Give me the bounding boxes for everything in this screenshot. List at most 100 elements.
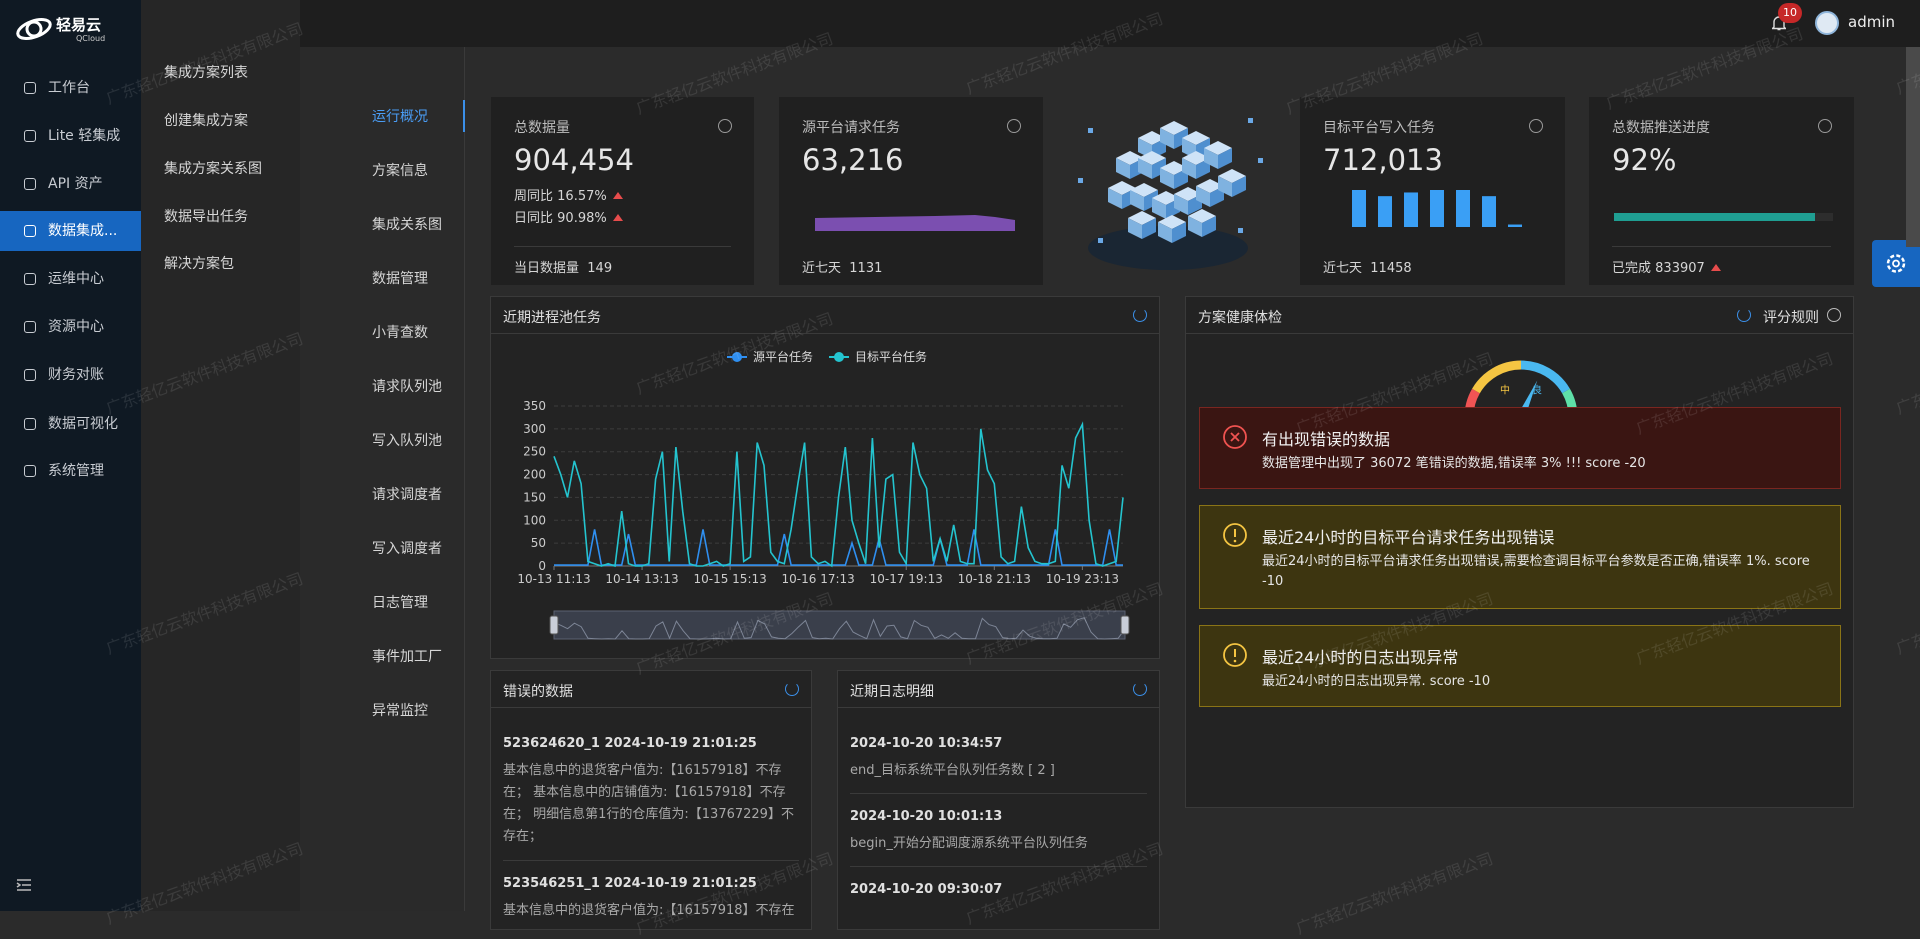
cube-right — [1218, 148, 1232, 169]
zoom-handle[interactable] — [549, 615, 559, 635]
up-arrow — [612, 192, 623, 199]
avatar[interactable] — [1815, 11, 1839, 35]
watermark: 广东轻亿云软件科技有限公司 — [1893, 568, 1920, 658]
alert-icon — [1223, 425, 1247, 449]
series-line — [553, 421, 1124, 568]
nav-icon — [24, 130, 36, 142]
panel-title: 近期进程池任务 — [503, 310, 601, 326]
alert-title: 有出现错误的数据 — [1262, 430, 1391, 449]
kpi-footer: 近七天 11458 — [1323, 257, 1412, 276]
errors-panel: 错误的数据 523624620_1 2024-10-19 21:01:25 基本… — [490, 670, 812, 930]
zoom-handle[interactable] — [1120, 615, 1130, 635]
legend-dot — [732, 352, 742, 362]
tab[interactable]: 请求调度者 — [372, 487, 442, 503]
x-tick-label: 10-17 19:13 — [870, 572, 943, 586]
gauge-label: 良 — [1532, 383, 1542, 396]
tab[interactable]: 数据管理 — [372, 271, 428, 287]
row-label: 日同比 — [514, 211, 554, 226]
tab[interactable]: 写入调度者 — [372, 541, 442, 557]
info-icon[interactable] — [718, 119, 732, 133]
user-name[interactable]: admin — [1848, 13, 1895, 31]
refresh-icon[interactable] — [785, 682, 799, 696]
kpi-row: 周同比 16.57% — [514, 185, 623, 204]
divider — [514, 246, 731, 247]
scrollbar[interactable] — [1906, 47, 1920, 247]
nav-item[interactable]: 系统管理 — [0, 451, 141, 491]
nav-item[interactable]: 运维中心 — [0, 259, 141, 299]
tab[interactable]: 请求队列池 — [372, 379, 442, 395]
top-bar: 10 admin — [300, 0, 1920, 47]
cube-left — [1204, 148, 1218, 169]
nav-item[interactable]: 数据集成... — [0, 211, 141, 251]
nav-item[interactable]: 数据可视化 — [0, 404, 141, 444]
gear-icon — [1886, 254, 1906, 273]
nav-item[interactable]: 财务对账 — [0, 355, 141, 395]
tab[interactable]: 写入队列池 — [372, 433, 442, 449]
icon-ring — [1223, 425, 1247, 449]
sub-item[interactable]: 创建集成方案 — [164, 113, 248, 129]
zoom-preview — [553, 617, 1126, 640]
info-icon[interactable] — [1818, 119, 1832, 133]
collapse-icon[interactable] — [16, 878, 32, 892]
cube-left — [1152, 198, 1166, 219]
nav-item[interactable]: 工作台 — [0, 68, 141, 108]
settings-button[interactable] — [1872, 240, 1920, 287]
sub-item[interactable]: 集成方案列表 — [164, 65, 248, 81]
tab[interactable]: 异常监控 — [372, 703, 428, 719]
y-tick-label: 150 — [523, 490, 546, 504]
info-icon[interactable] — [1007, 119, 1021, 133]
active-indicator — [463, 100, 465, 132]
brand-name: 轻易云 — [56, 16, 102, 34]
tab[interactable]: 方案信息 — [372, 163, 428, 179]
nav-item[interactable]: API 资产 — [0, 164, 141, 204]
refresh-icon[interactable] — [1737, 308, 1751, 322]
cube-left — [1188, 216, 1202, 237]
kpi-title: 目标平台写入任务 — [1323, 120, 1435, 136]
mini-bar — [1404, 192, 1418, 227]
y-tick-label: 350 — [523, 399, 546, 413]
cube-left — [1182, 158, 1196, 179]
y-tick-label: 100 — [523, 513, 546, 527]
divider — [850, 793, 1147, 794]
cube-left — [1108, 188, 1122, 209]
info-icon[interactable] — [1529, 119, 1543, 133]
x-tick-label: 10-13 11:13 — [517, 572, 590, 586]
nav-label: Lite 轻集成 — [48, 128, 121, 144]
gauge-segment — [1520, 360, 1570, 394]
sub-item[interactable]: 数据导出任务 — [164, 209, 248, 225]
refresh-icon[interactable] — [1133, 308, 1147, 322]
help-icon[interactable] — [1827, 308, 1841, 322]
kpi-card: 总数据推送进度 92% 已完成 833907 — [1589, 97, 1854, 285]
divider — [1612, 246, 1831, 247]
gauge-segment — [1472, 360, 1522, 394]
log-time: 2024-10-20 10:01:13 — [850, 809, 1003, 824]
refresh-icon[interactable] — [1133, 682, 1147, 696]
footer-value: 149 — [587, 261, 613, 276]
tab[interactable]: 日志管理 — [372, 595, 428, 611]
nav-label: 数据可视化 — [48, 416, 118, 432]
y-tick-label: 250 — [523, 445, 546, 459]
nav-icon — [24, 321, 36, 333]
cube-right — [1232, 176, 1246, 197]
nav-item[interactable]: Lite 轻集成 — [0, 116, 141, 156]
cube-left — [1196, 186, 1210, 207]
footer-label: 已完成 — [1612, 261, 1652, 276]
tab[interactable]: 事件加工厂 — [372, 649, 442, 665]
error-text: 基本信息中的退货客户值为:【16157918】不存在； 基本信息中的店铺值为:【… — [503, 763, 794, 844]
tab[interactable]: 集成关系图 — [372, 217, 442, 233]
y-tick-label: 0 — [538, 559, 546, 573]
rule-link[interactable]: 评分规则 — [1763, 310, 1819, 326]
nav-item[interactable]: 资源中心 — [0, 307, 141, 347]
tab[interactable]: 小青查数 — [372, 325, 428, 341]
tab-nav: 运行概况方案信息集成关系图数据管理小青查数请求队列池写入队列池请求调度者写入调度… — [300, 47, 465, 911]
sub-item[interactable]: 解决方案包 — [164, 256, 234, 272]
nav-icon — [24, 465, 36, 477]
tab[interactable]: 运行概况 — [372, 109, 428, 125]
nav-icon — [24, 82, 36, 94]
sub-item[interactable]: 集成方案关系图 — [164, 161, 262, 177]
particle — [1088, 128, 1093, 133]
kpi-title: 总数据推送进度 — [1612, 120, 1710, 136]
footer-label: 近七天 — [802, 261, 842, 276]
